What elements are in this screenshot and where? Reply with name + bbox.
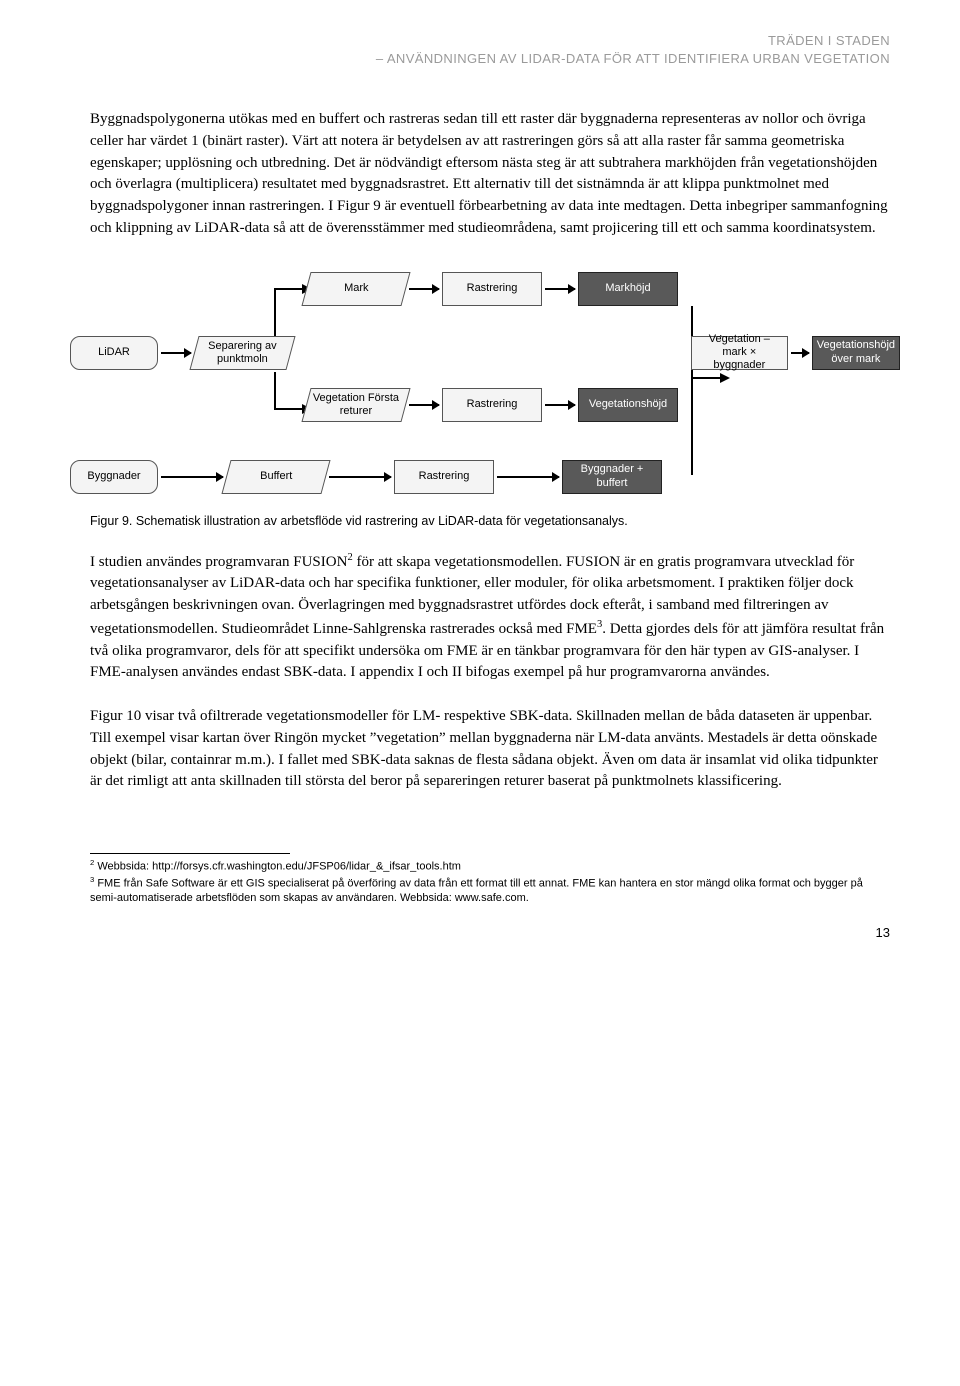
p2-part-a: I studien användes programvaran FUSION [90, 554, 347, 570]
paragraph-1: Byggnadspolygonerna utökas med en buffer… [90, 109, 890, 240]
paragraph-2: I studien användes programvaran FUSION2 … [90, 550, 890, 685]
running-header: TRÄDEN I STADEN – ANVÄNDNINGEN AV LIDAR-… [90, 32, 890, 67]
arrow-icon [409, 288, 439, 290]
page-number: 13 [90, 924, 890, 943]
footnote-2: 2 Webbsida: http://forsys.cfr.washington… [90, 858, 890, 875]
node-byggnader-buffert: Byggnader + buffert [562, 460, 662, 494]
node-vegetation-mark-byggnader: Vegetation – mark × byggnader [691, 336, 788, 370]
arrow-icon [545, 288, 575, 290]
node-vegetation: Vegetation Första returer [301, 388, 410, 422]
footnote-3: 3 FME från Safe Software är ett GIS spec… [90, 875, 890, 906]
node-markhojd: Markhöjd [578, 272, 678, 306]
arrow-icon [161, 352, 191, 354]
node-byggnader: Byggnader [70, 460, 158, 494]
node-vegetationshojd-over-mark: Vegetationshöjd över mark [812, 336, 900, 370]
node-mark: Mark [301, 272, 410, 306]
node-lidar: LiDAR [70, 336, 158, 370]
node-separering: Separering av punktmoln [189, 336, 295, 370]
arrow-icon [329, 476, 391, 478]
arrow-icon [545, 404, 575, 406]
paragraph-3: Figur 10 visar två ofiltrerade vegetatio… [90, 706, 890, 793]
arrow-icon [791, 352, 809, 354]
footnote-2-text: Webbsida: http://forsys.cfr.washington.e… [94, 861, 461, 873]
node-buffert: Buffert [221, 460, 330, 494]
arrow-icon [161, 476, 223, 478]
footnote-3-text: FME från Safe Software är ett GIS specia… [90, 877, 863, 904]
node-vegetationshojd: Vegetationshöjd [578, 388, 678, 422]
footnotes: 2 Webbsida: http://forsys.cfr.washington… [90, 854, 890, 906]
node-rastrering-1: Rastrering [442, 272, 542, 306]
arrow-icon [497, 476, 559, 478]
node-rastrering-3: Rastrering [394, 460, 494, 494]
figure-9-flowchart: Mark Rastrering Markhöjd LiDAR Separerin… [70, 262, 900, 494]
figure-9-caption: Figur 9. Schematisk illustration av arbe… [90, 512, 890, 530]
node-rastrering-2: Rastrering [442, 388, 542, 422]
header-line1: TRÄDEN I STADEN [90, 32, 890, 50]
header-line2: – ANVÄNDNINGEN AV LIDAR-DATA FÖR ATT IDE… [90, 50, 890, 68]
arrow-icon [409, 404, 439, 406]
